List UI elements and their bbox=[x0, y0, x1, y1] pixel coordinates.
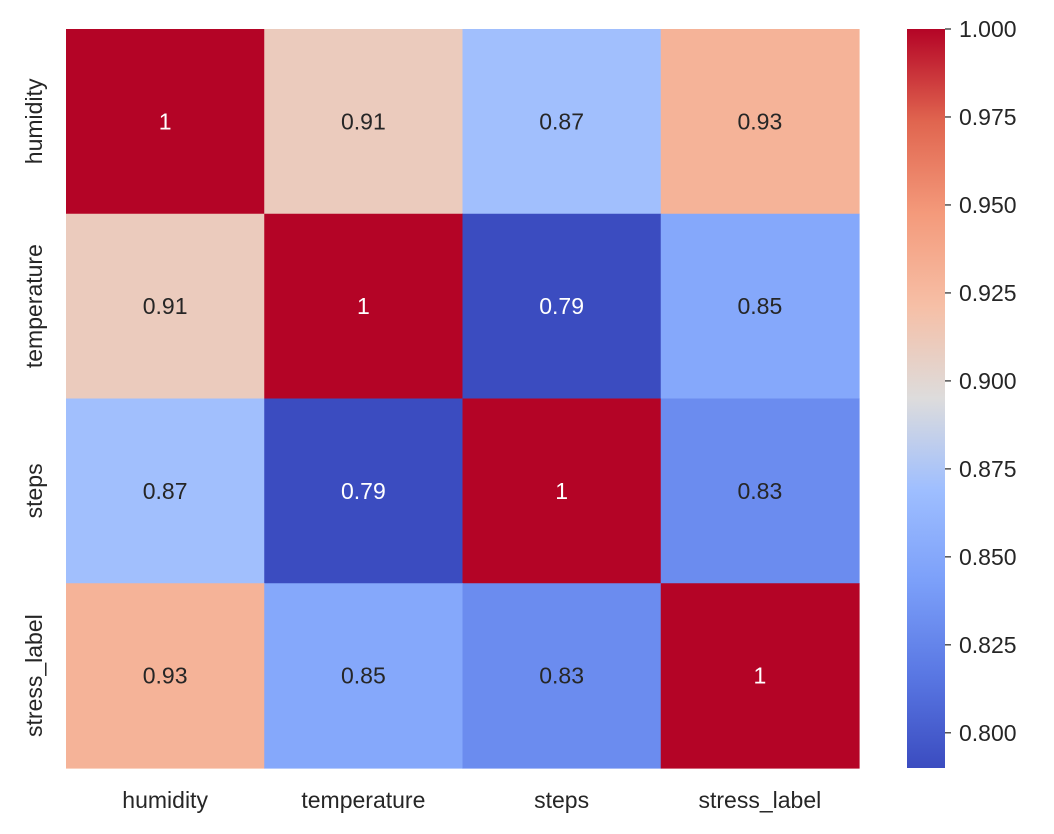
heatmap-cell bbox=[660, 583, 860, 769]
heatmap-cell bbox=[264, 398, 464, 584]
y-tick-label: steps bbox=[21, 463, 47, 518]
x-tick-label: temperature bbox=[301, 787, 425, 813]
heatmap-cell bbox=[264, 29, 464, 215]
heatmap-cell-label: 0.93 bbox=[143, 663, 188, 689]
heatmap-cell-label: 0.83 bbox=[737, 478, 782, 504]
heatmap-cell bbox=[660, 213, 860, 400]
heatmap-cell bbox=[660, 398, 860, 584]
y-tick-label: humidity bbox=[21, 78, 47, 164]
heatmap-cell bbox=[66, 583, 265, 769]
colorbar-tick-label: 0.825 bbox=[959, 632, 1017, 658]
colorbar-tick-label: 0.950 bbox=[959, 192, 1017, 218]
heatmap-cell-label: 0.87 bbox=[143, 478, 188, 504]
heatmap-cell bbox=[462, 398, 662, 584]
heatmap-cell bbox=[66, 213, 265, 400]
colorbar-tick-label: 0.800 bbox=[959, 720, 1017, 746]
colorbar-ticks: 0.800 0.825 0.850 0.875 0.900 0.925 0.950 0.975… bbox=[945, 16, 1017, 746]
heatmap-cell-label: 1 bbox=[159, 108, 172, 134]
y-tick-label: temperature bbox=[21, 244, 47, 368]
heatmap-cell-label: 0.83 bbox=[539, 663, 584, 689]
heatmap-cell-label: 1 bbox=[555, 478, 568, 504]
y-tick-label: stress_label bbox=[21, 614, 47, 737]
heatmap-cell-label: 0.79 bbox=[539, 293, 584, 319]
heatmap-cell-labels: 1 0.91 0.87 0.93 0.91 1 0.79 0.85 0.87 0.79 1 0.83 0… bbox=[143, 108, 783, 688]
colorbar-tick-label: 1.000 bbox=[959, 16, 1017, 42]
colorbar-tick-label: 0.900 bbox=[959, 368, 1017, 394]
colorbar-tick-label: 0.975 bbox=[959, 104, 1017, 130]
x-axis-tick-labels: humidity temperature steps stress_label bbox=[122, 787, 821, 813]
heatmap-cell-label: 0.87 bbox=[539, 108, 584, 134]
heatmap-cell bbox=[660, 29, 860, 215]
colorbar-tick-label: 0.875 bbox=[959, 456, 1017, 482]
x-tick-label: steps bbox=[534, 787, 589, 813]
heatmap-cell-label: 0.85 bbox=[341, 663, 386, 689]
heatmap-cell-label: 1 bbox=[357, 293, 370, 319]
heatmap-cell-label: 0.79 bbox=[341, 478, 386, 504]
heatmap-cells bbox=[66, 29, 860, 769]
x-tick-label: stress_label bbox=[699, 787, 822, 813]
heatmap-cell bbox=[462, 583, 662, 769]
heatmap-cell bbox=[264, 583, 464, 769]
heatmap-cell-label: 0.93 bbox=[737, 108, 782, 134]
x-tick-label: humidity bbox=[122, 787, 208, 813]
heatmap-cell-label: 1 bbox=[753, 663, 766, 689]
colorbar-tick-label: 0.850 bbox=[959, 544, 1017, 570]
heatmap-cell-label: 0.91 bbox=[143, 293, 188, 319]
heatmap-cell bbox=[264, 213, 464, 400]
colorbar: 0.800 0.825 0.850 0.875 0.900 0.925 0.950 0.975… bbox=[907, 16, 1017, 768]
heatmap-cell-label: 0.91 bbox=[341, 108, 386, 134]
heatmap-cell bbox=[66, 398, 265, 584]
heatmap-cell bbox=[462, 29, 662, 215]
heatmap-cell bbox=[66, 29, 265, 215]
heatmap-cell-label: 0.85 bbox=[737, 293, 782, 319]
heatmap-cell bbox=[462, 213, 662, 400]
y-axis-tick-labels: humidity temperature steps stress_label bbox=[21, 78, 47, 737]
colorbar-gradient bbox=[907, 29, 945, 768]
colorbar-tick-label: 0.925 bbox=[959, 280, 1017, 306]
